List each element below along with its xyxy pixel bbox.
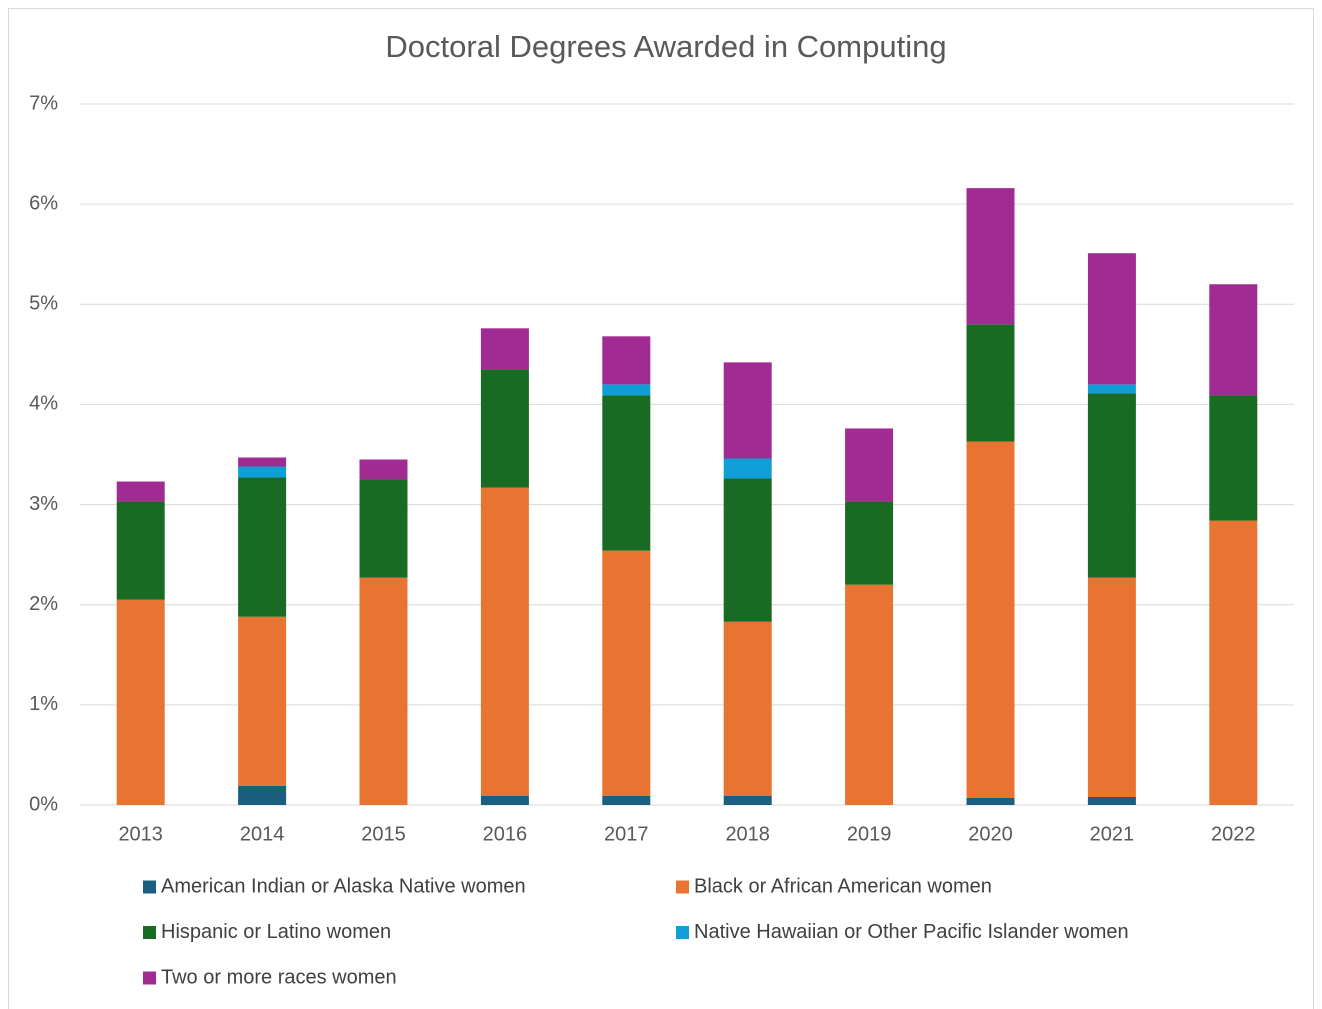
bar-segment [1209, 520, 1258, 805]
legend-label: Black or African American women [694, 875, 992, 897]
x-tick-label: 2020 [968, 823, 1013, 845]
bar-segment [845, 501, 894, 585]
bar-segment [845, 428, 894, 502]
bar-segment [723, 458, 772, 479]
bar-segment [1087, 577, 1136, 797]
bar-segment [602, 384, 651, 396]
legend-swatch [143, 926, 156, 939]
x-tick-label: 2015 [361, 823, 406, 845]
bar-segment [966, 188, 1015, 325]
y-tick-label: 7% [29, 92, 58, 114]
bar-segment [602, 795, 651, 805]
bar-segment [723, 795, 772, 805]
x-tick-label: 2014 [240, 823, 285, 845]
bar-segment [480, 369, 529, 488]
bar-segment [238, 466, 287, 478]
legend-label: Two or more races women [161, 966, 397, 988]
bar-segment [1087, 384, 1136, 394]
bar-segment [359, 577, 408, 805]
chart-title: Doctoral Degrees Awarded in Computing [385, 29, 946, 64]
bar-segment [602, 550, 651, 796]
bar-segment [723, 621, 772, 796]
y-tick-label: 4% [29, 393, 58, 415]
bar-segment [1087, 796, 1136, 805]
y-tick-label: 2% [29, 593, 58, 615]
x-tick-label: 2018 [725, 823, 770, 845]
x-tick-label: 2017 [604, 823, 649, 845]
bar-segment [966, 797, 1015, 805]
bar-segment [1209, 395, 1258, 521]
bar-segment [480, 328, 529, 370]
bar-segment [602, 395, 651, 551]
legend-label: Native Hawaiian or Other Pacific Islande… [694, 921, 1129, 943]
x-tick-label: 2021 [1090, 823, 1135, 845]
bar-segment [480, 795, 529, 805]
legend-label: Hispanic or Latino women [161, 921, 391, 943]
bar-segment [116, 599, 165, 805]
y-tick-label: 5% [29, 293, 58, 315]
legend-label: American Indian or Alaska Native women [161, 875, 526, 897]
bar-segment [359, 459, 408, 480]
x-tick-label: 2019 [847, 823, 892, 845]
x-tick-label: 2013 [118, 823, 163, 845]
bar-segment [116, 501, 165, 600]
bar-segment [602, 336, 651, 385]
bar-segment [723, 478, 772, 622]
bar-segment [723, 362, 772, 459]
bar-segment [238, 616, 287, 786]
x-tick-label: 2022 [1211, 823, 1256, 845]
bar-segment [966, 441, 1015, 798]
legend-swatch [676, 880, 689, 894]
x-tick-label: 2016 [483, 823, 528, 845]
bar-segment [966, 324, 1015, 442]
bar-segment [238, 785, 287, 805]
bar-segment [845, 584, 894, 805]
bar-segment [116, 481, 165, 502]
y-tick-label: 1% [29, 693, 58, 715]
bar-segment [238, 457, 287, 467]
bar-segment [1209, 284, 1258, 396]
legend-swatch [143, 880, 156, 894]
legend-swatch [143, 971, 156, 985]
y-tick-label: 6% [29, 192, 58, 214]
legend-swatch [676, 926, 689, 939]
bar-segment [238, 477, 287, 617]
bar-segment [480, 487, 529, 796]
bar-segment [1087, 253, 1136, 385]
bar-segment [359, 479, 408, 578]
y-tick-label: 0% [29, 793, 58, 815]
y-tick-label: 3% [29, 493, 58, 515]
bar-segment [1087, 393, 1136, 578]
